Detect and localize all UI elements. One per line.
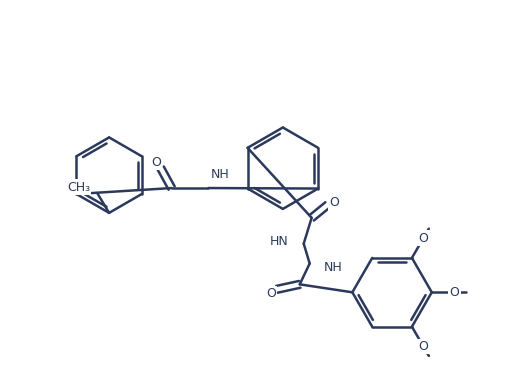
Text: O: O xyxy=(330,196,339,209)
Text: HN: HN xyxy=(270,235,289,248)
Text: NH: NH xyxy=(323,261,342,274)
Text: O: O xyxy=(418,231,428,245)
Text: NH: NH xyxy=(210,168,229,180)
Text: O: O xyxy=(450,286,460,299)
Text: O: O xyxy=(151,156,161,169)
Text: CH₃: CH₃ xyxy=(67,180,90,194)
Text: O: O xyxy=(266,287,276,300)
Text: O: O xyxy=(418,340,428,353)
